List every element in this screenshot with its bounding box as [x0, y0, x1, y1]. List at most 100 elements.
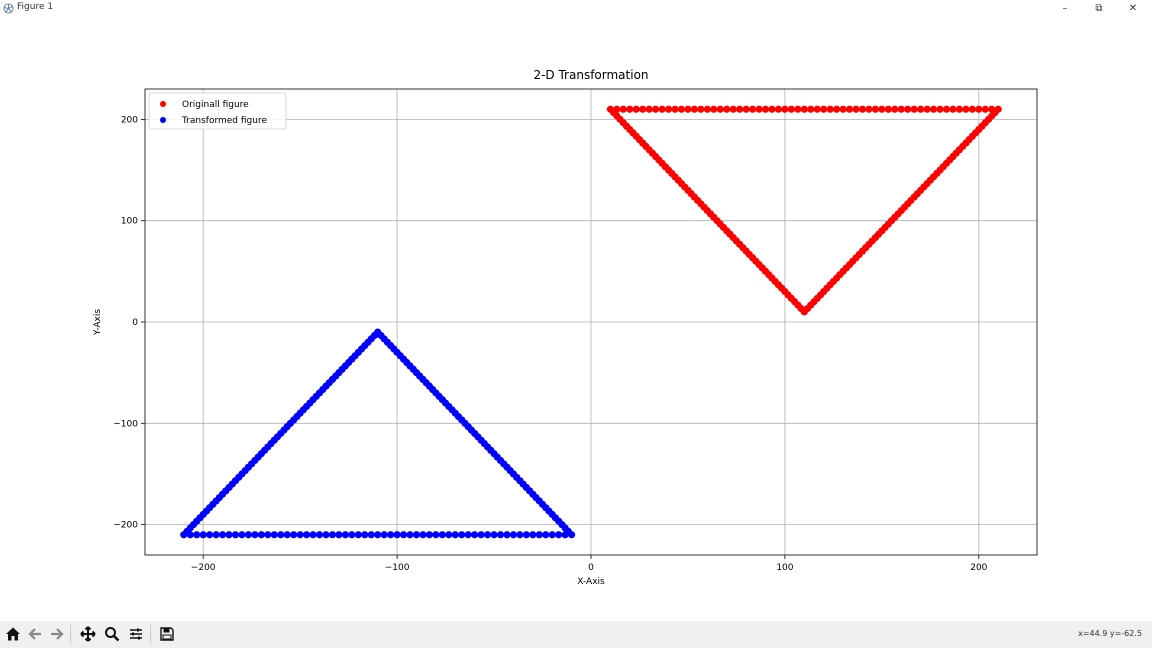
home-icon: [6, 627, 20, 641]
data-point: [813, 105, 821, 113]
data-point: [858, 105, 867, 113]
restore-button[interactable]: ⧉: [1095, 3, 1103, 14]
data-point: [910, 105, 918, 113]
zoom-button[interactable]: [102, 624, 122, 644]
data-point: [283, 531, 291, 539]
data-point: [781, 105, 789, 113]
data-point: [535, 531, 543, 539]
minimize-button[interactable]: –: [1062, 3, 1068, 14]
window-title: Figure 1: [17, 2, 54, 12]
data-point: [244, 531, 253, 539]
data-point: [264, 531, 272, 539]
legend-box: [148, 92, 287, 130]
legend-marker-transformed: [160, 117, 166, 123]
data-point: [490, 531, 498, 539]
data-point: [826, 105, 834, 113]
data-point: [542, 531, 550, 539]
forward-button[interactable]: [47, 624, 67, 644]
data-point: [483, 531, 492, 539]
plot-canvas[interactable]: −200 −100 0 100 200 −200 −100 0 100 200 2-D Trans…: [0, 17, 1152, 621]
back-button[interactable]: [25, 624, 45, 644]
data-point: [231, 531, 240, 539]
data-point: [438, 531, 446, 539]
data-point: [367, 531, 375, 539]
data-point: [820, 105, 828, 113]
data-point: [212, 531, 220, 539]
data-point: [652, 105, 660, 113]
close-button[interactable]: ✕: [1128, 3, 1138, 14]
data-point: [632, 105, 640, 113]
data-point: [968, 105, 976, 113]
data-point: [406, 531, 414, 539]
data-point: [451, 531, 459, 539]
pan-icon: [80, 626, 96, 642]
legend-label-transformed: Transformed figure: [181, 116, 267, 126]
data-series: [180, 105, 1002, 539]
data-point: [807, 105, 815, 113]
navigation-toolbar: x=44.9 y=-62.5: [0, 621, 1152, 648]
data-point: [865, 105, 873, 113]
x-tick-label: −200: [191, 563, 216, 573]
data-point: [755, 105, 763, 113]
forward-icon: [51, 628, 64, 640]
chart-title: 2-D Transformation: [533, 68, 648, 82]
data-point: [199, 531, 207, 539]
configure-subplots-button[interactable]: [126, 624, 146, 644]
data-point: [471, 531, 479, 539]
data-point: [348, 531, 356, 539]
legend-marker-original: [160, 101, 166, 107]
data-point: [845, 105, 854, 113]
data-point: [852, 105, 860, 113]
data-point: [374, 531, 382, 539]
home-button[interactable]: [3, 624, 23, 644]
data-point: [302, 531, 311, 539]
data-point: [774, 105, 783, 113]
data-point: [380, 531, 388, 539]
data-point: [251, 531, 259, 539]
data-point: [794, 105, 802, 113]
data-point: [748, 105, 757, 113]
toolbar-separator: [150, 625, 151, 643]
x-tick-label: 200: [970, 563, 987, 573]
data-point: [393, 531, 401, 539]
data-point: [645, 105, 653, 113]
data-point: [949, 105, 957, 113]
data-point: [529, 531, 537, 539]
window-titlebar: Figure 1 – ⧉ ✕: [0, 0, 1152, 17]
data-point: [335, 531, 343, 539]
data-point: [206, 531, 214, 539]
legend: Originall figure Transformed figure: [148, 92, 287, 130]
y-tick-label: −100: [113, 419, 138, 429]
y-tick-label: 0: [132, 318, 138, 328]
data-point: [193, 531, 201, 539]
data-point: [684, 105, 692, 113]
matplotlib-logo-icon: [3, 3, 14, 14]
data-point: [833, 105, 841, 113]
back-icon: [28, 628, 41, 640]
data-point: [496, 531, 505, 539]
data-point: [270, 531, 278, 539]
save-button[interactable]: [157, 624, 177, 644]
data-point: [296, 531, 304, 539]
data-point: [548, 531, 556, 539]
data-point: [315, 531, 324, 539]
data-point: [942, 105, 951, 113]
pan-button[interactable]: [78, 624, 98, 644]
data-point: [742, 105, 750, 113]
data-point: [981, 105, 989, 113]
x-axis-label: X-Axis: [577, 577, 605, 587]
data-point: [354, 531, 362, 539]
save-icon: [160, 627, 174, 641]
data-point: [897, 105, 905, 113]
data-point: [425, 531, 434, 539]
data-point: [917, 105, 925, 113]
data-point: [555, 531, 563, 539]
data-point: [516, 531, 524, 539]
data-point: [341, 531, 349, 539]
data-point: [432, 531, 440, 539]
data-point: [839, 105, 847, 113]
data-point: [290, 531, 298, 539]
x-tick-label: −100: [385, 563, 410, 573]
data-point: [723, 105, 731, 113]
data-point: [387, 531, 395, 539]
